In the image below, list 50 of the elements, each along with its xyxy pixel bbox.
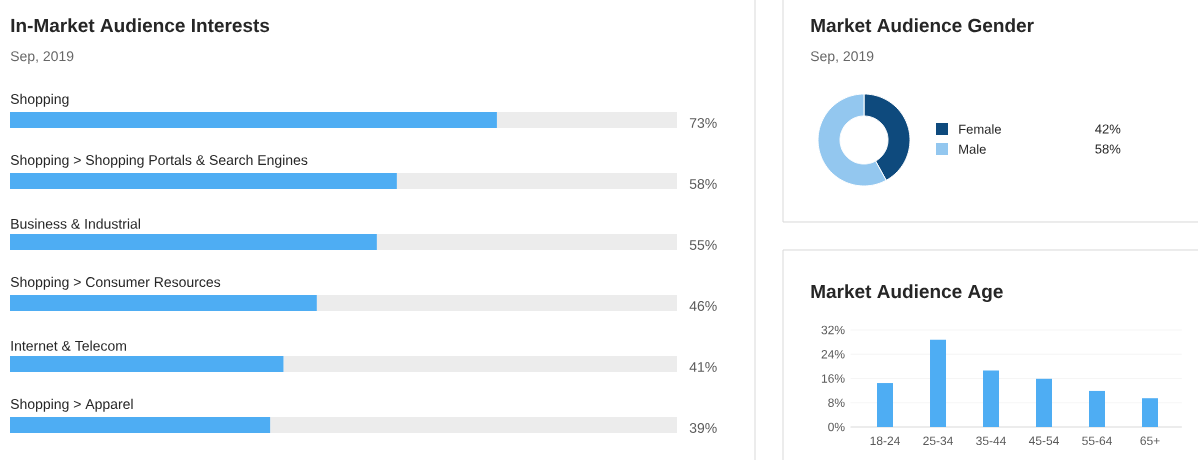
- data-label: 55%: [689, 240, 717, 250]
- bar: [283, 356, 678, 372]
- legend-label: Male: [959, 144, 986, 154]
- category-label: Shopping > Consumer Resources: [10, 276, 221, 290]
- category-label: Shopping > Apparel: [10, 398, 133, 412]
- bar: [376, 234, 678, 250]
- x-tick-label: 18-24: [870, 436, 901, 446]
- bar: [10, 234, 377, 250]
- bar: [10, 356, 284, 372]
- y-tick-label: 0%: [828, 422, 845, 432]
- bar: [1142, 398, 1159, 427]
- chart-title: Market Audience Age: [811, 284, 1003, 303]
- bar: [316, 295, 678, 311]
- bar: [496, 112, 678, 129]
- data-label: 41%: [689, 362, 717, 372]
- category-label: Shopping: [10, 93, 69, 107]
- category-label: Internet & Telecom: [11, 340, 126, 351]
- bar: [877, 383, 894, 427]
- y-tick-label: 16%: [821, 374, 845, 383]
- x-tick-label: 65+: [1140, 436, 1160, 446]
- data-label: 39%: [689, 423, 717, 433]
- category-label: Shopping > Shopping Portals & Search Engines: [10, 154, 308, 168]
- category-label: Business & Industrial: [11, 218, 140, 229]
- chart-title: Market Audience Gender: [811, 18, 1034, 33]
- bar: [10, 173, 397, 190]
- legend-label: Female: [959, 124, 1001, 134]
- x-tick-label: 45-54: [1028, 436, 1060, 445]
- chart-title: In-Market Audience Interests: [11, 18, 270, 33]
- data-label: 58%: [689, 179, 717, 189]
- data-label: 42%: [1095, 124, 1121, 134]
- data-label: 73%: [689, 118, 717, 128]
- y-tick-label: 24%: [821, 350, 845, 359]
- chart-subtitle: Sep, 2019: [810, 51, 874, 64]
- bar: [983, 370, 1000, 427]
- x-tick-label: 25-34: [923, 436, 954, 446]
- x-tick-label: 35-44: [976, 436, 1007, 446]
- bar: [10, 295, 317, 311]
- bar: [270, 417, 678, 433]
- bar: [1036, 378, 1053, 427]
- bar: [396, 173, 678, 190]
- chart-subtitle: Sep, 2019: [10, 51, 74, 64]
- bar: [1089, 390, 1106, 427]
- bar: [930, 339, 947, 427]
- data-label: 58%: [1095, 144, 1121, 154]
- y-tick-label: 32%: [821, 325, 845, 335]
- y-tick-label: 8%: [828, 398, 845, 408]
- x-tick-label: 55-64: [1082, 436, 1113, 446]
- data-label: 46%: [689, 301, 717, 311]
- bar: [10, 417, 271, 433]
- bar: [10, 112, 497, 129]
